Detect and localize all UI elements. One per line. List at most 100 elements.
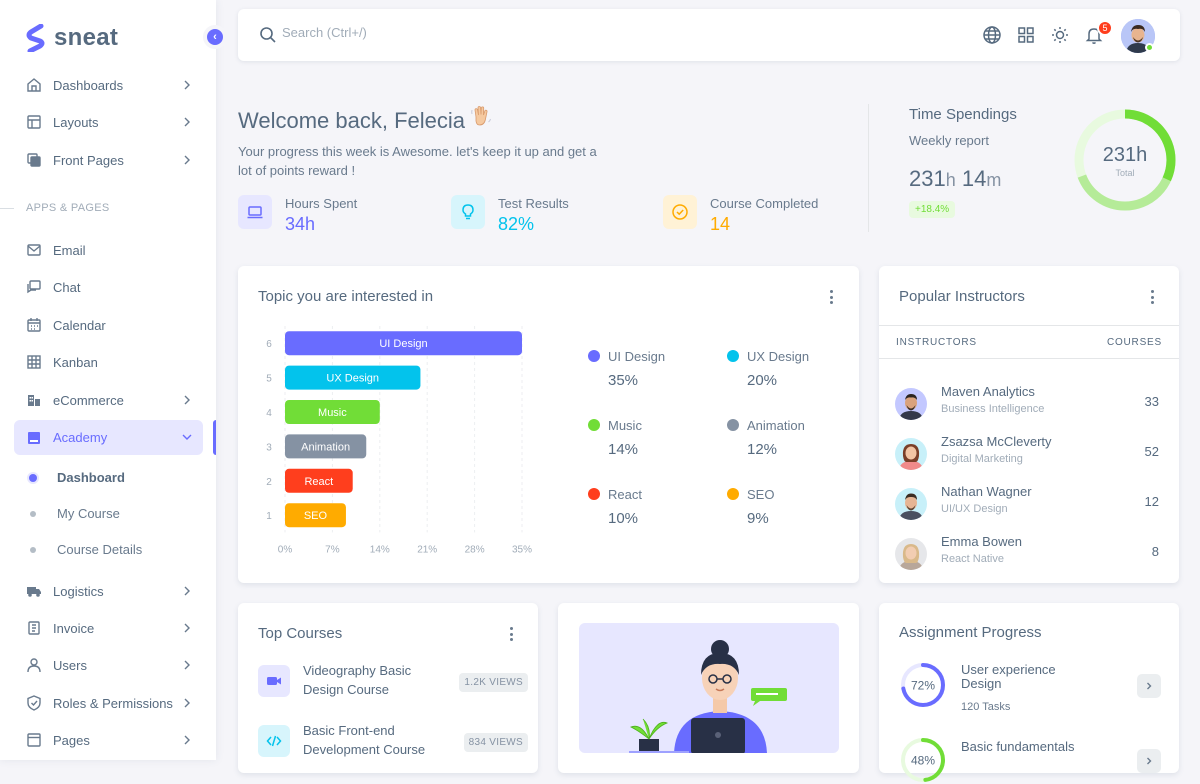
legend-value: 20% xyxy=(747,372,778,389)
welcome-subtitle: Your progress this week is Awesome. let'… xyxy=(238,144,597,178)
lightbulb-icon xyxy=(451,195,485,229)
store-icon xyxy=(26,392,42,408)
user-avatar[interactable] xyxy=(1121,19,1155,53)
search-icon[interactable] xyxy=(259,26,277,44)
apps-grid-icon[interactable] xyxy=(1016,25,1036,45)
top-navbar: 5 xyxy=(238,9,1180,61)
table-row[interactable]: Emma Bowen React Native 8 xyxy=(895,534,1165,574)
sidebar-subitem-label: My Course xyxy=(57,506,120,521)
column-header-courses: COURSES xyxy=(1106,337,1162,348)
sidebar-item-chat[interactable]: Chat xyxy=(14,270,203,304)
sidebar-item-ecommerce[interactable]: eCommerce xyxy=(14,383,203,417)
book-icon xyxy=(26,430,42,446)
sidebar-subitem-dashboard[interactable]: Dashboard xyxy=(26,470,125,485)
column-header-instructors: INSTRUCTORS xyxy=(896,337,977,348)
avatar xyxy=(895,388,927,420)
section-label: APPS & PAGES xyxy=(26,202,110,214)
chevron-right-icon xyxy=(1147,757,1152,765)
sidebar-item-pages[interactable]: Pages xyxy=(14,723,203,757)
sidebar-item-email[interactable]: Email xyxy=(14,233,203,267)
bar-label: React xyxy=(304,476,333,488)
views-badge: 834 VIEWS xyxy=(463,733,528,752)
sidebar-item-logistics[interactable]: Logistics xyxy=(14,574,203,608)
instructor-role: Business Intelligence xyxy=(941,403,1045,415)
legend-name: Music xyxy=(608,418,642,433)
time-donut-chart: 231h Total xyxy=(1074,109,1176,211)
brand-logo[interactable]: sneat xyxy=(26,24,118,52)
sidebar-item-label: Layouts xyxy=(53,114,99,130)
calendar-icon xyxy=(26,317,42,333)
legend-value: 12% xyxy=(747,441,778,458)
sidebar-item-invoice[interactable]: Invoice xyxy=(14,611,203,645)
more-options-icon[interactable] xyxy=(1150,290,1154,304)
course-count: 52 xyxy=(1144,444,1159,459)
top-courses-title: Top Courses xyxy=(258,625,343,642)
stat-label: Test Results xyxy=(498,196,569,211)
sidebar-item-roles-permissions[interactable]: Roles & Permissions xyxy=(14,686,203,720)
topic-interest-card xyxy=(238,266,859,583)
open-assignment-button[interactable] xyxy=(1137,749,1161,773)
table-row[interactable]: Maven Analytics Business Intelligence 33 xyxy=(895,384,1165,424)
y-tick-label: 1 xyxy=(266,511,272,522)
sidebar-item-layouts[interactable]: Layouts xyxy=(14,105,203,139)
progress-percent: 48% xyxy=(911,754,935,768)
time-spendings-value: 231h 14m xyxy=(909,166,1001,192)
sidebar-item-calendar[interactable]: Calendar xyxy=(14,308,203,342)
check-circle-icon xyxy=(663,195,697,229)
instructors-table-header: INSTRUCTORS COURSES xyxy=(879,325,1179,359)
bar-label: UI Design xyxy=(379,338,427,350)
y-tick-label: 2 xyxy=(266,477,272,488)
sidebar-item-label: Email xyxy=(53,242,86,258)
x-tick-label: 21% xyxy=(417,544,437,555)
sidebar-item-front-pages[interactable]: Front Pages xyxy=(14,143,203,177)
sun-icon[interactable] xyxy=(1050,25,1070,45)
popular-instructors-card xyxy=(879,266,1179,583)
sidebar-item-label: Logistics xyxy=(53,583,104,599)
home-icon xyxy=(26,77,42,93)
active-indicator xyxy=(213,420,216,455)
sidebar-item-kanban[interactable]: Kanban xyxy=(14,345,203,379)
copy-icon xyxy=(26,152,42,168)
sidebar-item-label: Dashboards xyxy=(53,77,124,93)
stat-label: Course Completed xyxy=(710,196,819,211)
y-tick-label: 3 xyxy=(266,442,272,453)
x-tick-label: 7% xyxy=(325,544,340,555)
course-count: 12 xyxy=(1144,494,1159,509)
table-row[interactable]: Nathan Wagner UI/UX Design 12 xyxy=(895,484,1165,524)
chat-icon xyxy=(26,279,42,295)
bar xyxy=(285,503,346,528)
hours-value: 231 xyxy=(909,166,946,191)
sidebar-item-academy[interactable]: Academy xyxy=(14,420,203,455)
x-tick-label: 35% xyxy=(512,544,532,555)
sidebar-item-users[interactable]: Users xyxy=(14,648,203,682)
shield-icon xyxy=(26,695,42,711)
legend-dot xyxy=(727,350,739,362)
instructors-card-title: Popular Instructors xyxy=(899,288,1025,305)
instructor-name: Zsazsa McCleverty xyxy=(941,434,1052,449)
chevron-right-icon xyxy=(1147,682,1152,690)
assignment-name: Basic fundamentals xyxy=(961,739,1075,754)
stat-label: Hours Spent xyxy=(285,196,358,211)
divider xyxy=(0,207,14,209)
avatar xyxy=(895,438,927,470)
legend-dot xyxy=(727,488,739,500)
legend-item: SEO 9% xyxy=(727,487,774,527)
donut-value: 231h xyxy=(1103,144,1148,166)
search-input[interactable] xyxy=(282,25,582,40)
globe-icon[interactable] xyxy=(982,25,1002,45)
more-options-icon[interactable] xyxy=(509,627,513,641)
more-options-icon[interactable] xyxy=(829,290,833,304)
sidebar-subitem-course-details[interactable]: Course Details xyxy=(26,542,142,557)
stat-hours-spent: Hours Spent 34h xyxy=(238,195,357,235)
sidebar-subitem-my-course[interactable]: My Course xyxy=(26,506,120,521)
legend-value: 9% xyxy=(747,510,769,527)
open-assignment-button[interactable] xyxy=(1137,674,1161,698)
collapse-sidebar-button[interactable]: ‹ xyxy=(203,25,227,49)
chevron-right-icon xyxy=(184,80,190,90)
chevron-right-icon xyxy=(184,586,190,596)
stat-value: 34h xyxy=(285,214,316,234)
sidebar-item-dashboards[interactable]: Dashboards xyxy=(14,68,203,102)
brand-name: sneat xyxy=(54,24,119,51)
topic-bar-chart: 0% 7% 14% 21% 28% 35% UI Design 6 UX Design 5 Musi… xyxy=(266,326,532,555)
table-row[interactable]: Zsazsa McCleverty Digital Marketing 52 xyxy=(895,434,1165,474)
